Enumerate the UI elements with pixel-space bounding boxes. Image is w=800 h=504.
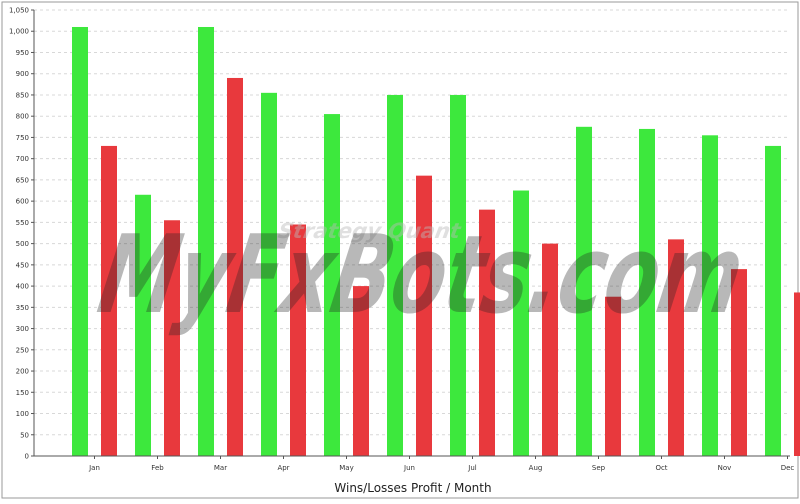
y-tick-label: 350 [16, 304, 29, 312]
axes [31, 9, 790, 459]
y-tick-label: 950 [16, 49, 29, 57]
bar-loss [227, 77, 243, 456]
x-tick-label: Apr [277, 464, 289, 472]
bar-win [702, 135, 718, 457]
y-tick-label: 550 [16, 219, 29, 227]
bar-loss [794, 292, 800, 456]
y-tick-label: 150 [16, 389, 29, 397]
grid-lines [34, 9, 790, 456]
bar-win [765, 145, 781, 456]
watermark-main: MyFxBots.com [90, 212, 752, 338]
y-tick-label: 700 [16, 155, 29, 163]
y-tick-label: 750 [16, 134, 29, 142]
y-tick-label: 300 [16, 325, 29, 333]
x-tick-label: Mar [214, 464, 227, 472]
bar-win [324, 114, 340, 457]
y-tick-label: 1,050 [9, 7, 29, 15]
bar-win [513, 190, 529, 456]
x-tick-label: Oct [655, 464, 667, 472]
x-tick-label: Jan [88, 464, 100, 472]
bar-loss [542, 243, 558, 456]
y-tick-label: 900 [16, 70, 29, 78]
watermark-sub: Strategy Quant [276, 218, 463, 243]
y-tick-label: 600 [16, 198, 29, 206]
bar-win [639, 128, 655, 456]
y-tick-label: 800 [16, 113, 29, 121]
x-tick-label: Aug [529, 464, 543, 472]
y-tick-label: 250 [16, 346, 29, 354]
bars [72, 26, 800, 457]
bar-loss [731, 269, 747, 456]
bar-win [387, 94, 403, 456]
y-tick-label: 400 [16, 283, 29, 291]
bar-win [72, 26, 88, 456]
y-tick-label: 1,000 [9, 28, 29, 36]
y-tick-label: 650 [16, 176, 29, 184]
bar-win [450, 94, 466, 456]
plot-area [34, 10, 790, 456]
bar-win [135, 194, 151, 456]
watermark: Strategy Quant MyFxBots.com [90, 212, 752, 338]
x-tick-label: Dec [781, 464, 795, 472]
x-tick-label: Jul [467, 464, 477, 472]
bar-loss [101, 145, 117, 456]
y-tick-label: 0 [25, 453, 29, 461]
x-tick-label: Jun [403, 464, 415, 472]
bar-loss [668, 239, 684, 456]
bar-win [261, 92, 277, 456]
bar-win [576, 126, 592, 457]
x-tick-label: Feb [151, 464, 164, 472]
y-tick-label: 200 [16, 368, 29, 376]
y-tick-label: 500 [16, 240, 29, 248]
y-tick-label: 850 [16, 91, 29, 99]
bar-loss [416, 175, 432, 456]
x-axis-title: Wins/Losses Profit / Month [334, 481, 491, 495]
axis-labels: 0 50 100 150 200 250 300 350 400 450 500 550 600 650 7… [9, 7, 794, 473]
x-tick-label: Sep [592, 464, 606, 472]
bar-loss [353, 286, 369, 456]
y-tick-label: 450 [16, 261, 29, 269]
bar-loss [605, 296, 621, 456]
bar-loss [290, 224, 306, 456]
bar-win [198, 26, 214, 456]
x-tick-label: May [339, 464, 353, 472]
x-tick-label: Nov [718, 464, 732, 472]
bar-loss [479, 209, 495, 456]
y-tick-label: 100 [16, 410, 29, 418]
bar-loss [164, 220, 180, 456]
y-tick-label: 50 [20, 431, 29, 439]
